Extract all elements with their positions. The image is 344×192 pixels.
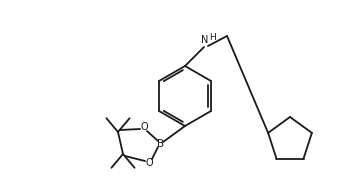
Text: H: H bbox=[209, 33, 216, 42]
Text: B: B bbox=[158, 139, 164, 149]
Text: N: N bbox=[201, 35, 209, 45]
Text: O: O bbox=[145, 158, 153, 168]
Text: O: O bbox=[140, 122, 148, 132]
